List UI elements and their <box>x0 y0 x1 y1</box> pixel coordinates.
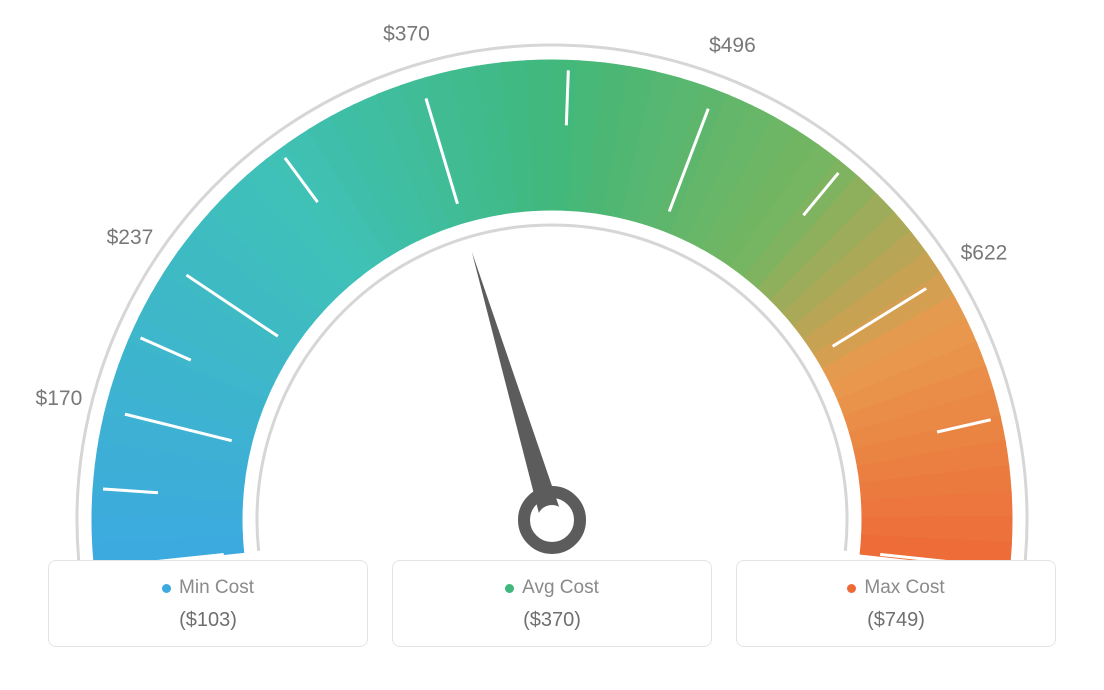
legend-card-avg: Avg Cost ($370) <box>392 560 712 647</box>
legend-value-avg: ($370) <box>403 609 701 632</box>
legend-card-max: Max Cost ($749) <box>736 560 1056 647</box>
legend-value-min: ($103) <box>59 609 357 632</box>
tick-label: $622 <box>961 242 1008 265</box>
legend-row: Min Cost ($103) Avg Cost ($370) Max Cost… <box>0 560 1104 647</box>
legend-title-text: Avg Cost <box>522 577 599 599</box>
needle <box>472 252 563 523</box>
legend-title-max: Max Cost <box>747 577 1045 599</box>
tick-label: $170 <box>36 387 83 410</box>
legend-title-avg: Avg Cost <box>403 577 701 599</box>
needle-hub-inner <box>537 505 567 535</box>
legend-value-max: ($749) <box>747 609 1045 632</box>
legend-card-min: Min Cost ($103) <box>48 560 368 647</box>
legend-title-text: Max Cost <box>864 577 944 599</box>
gauge-chart: $103$170$237$370$496$622$749 <box>0 0 1104 560</box>
legend-title-text: Min Cost <box>179 577 254 599</box>
dot-icon <box>162 584 171 593</box>
tick-label: $370 <box>383 22 430 45</box>
tick-label: $237 <box>107 226 154 249</box>
dot-icon <box>847 584 856 593</box>
gauge-ring <box>92 60 1012 560</box>
dot-icon <box>505 584 514 593</box>
tick-label: $496 <box>709 34 756 57</box>
legend-title-min: Min Cost <box>59 577 357 599</box>
